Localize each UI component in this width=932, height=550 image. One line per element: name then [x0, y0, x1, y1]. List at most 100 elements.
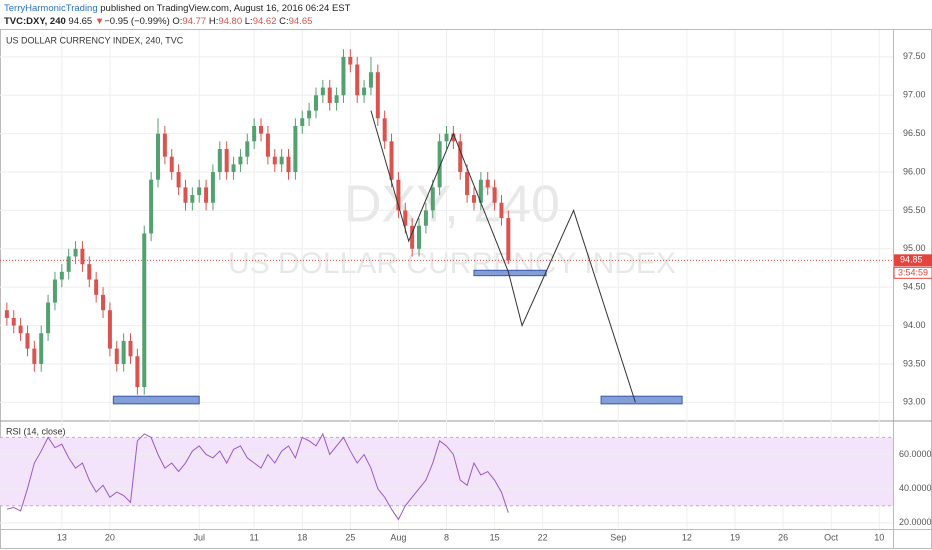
candle-body	[114, 348, 119, 364]
candle-body	[506, 218, 511, 261]
candle-body	[417, 225, 422, 249]
candle-body	[176, 172, 181, 188]
y-tick-label: 96.00	[903, 166, 926, 176]
candle-body	[437, 141, 442, 188]
candle-body	[403, 210, 408, 226]
x-tick-label: 13	[57, 532, 67, 542]
x-tick-label: Oct	[824, 532, 839, 542]
x-tick-label: 8	[444, 532, 449, 542]
candle-body	[327, 87, 332, 103]
candle-body	[25, 333, 30, 349]
candle-body	[471, 195, 476, 203]
arrow: ▼	[95, 16, 104, 27]
candle-body	[293, 125, 298, 173]
candle-body	[121, 340, 126, 364]
x-tick-label: Aug	[390, 532, 406, 542]
candle-body	[149, 179, 154, 234]
candle-body	[396, 179, 401, 211]
x-tick-label: 20	[105, 532, 115, 542]
watermark: DXY, 240	[344, 176, 560, 234]
candle-body	[389, 141, 394, 180]
y-tick-label: 94.00	[903, 320, 926, 330]
y-tick-label: 97.50	[903, 51, 926, 61]
y-tick-label: 96.50	[903, 128, 926, 138]
y-tick-label: 95.00	[903, 243, 926, 253]
candle-body	[451, 133, 456, 142]
candle-body	[348, 56, 353, 65]
candle-body	[375, 72, 380, 119]
candle-body	[66, 256, 71, 272]
x-tick-label: Jul	[193, 532, 205, 542]
candle-body	[252, 125, 257, 142]
candle-body	[46, 302, 51, 334]
x-tick-label: 12	[682, 532, 692, 542]
candle-body	[52, 279, 57, 303]
last-price-label: 94.85	[900, 255, 923, 265]
y-tick-label: 93.50	[903, 358, 926, 368]
candle-body	[430, 187, 435, 211]
candle-body	[204, 187, 209, 203]
candle-body	[4, 310, 9, 318]
x-tick-label: 25	[345, 532, 355, 542]
countdown: 3:54:59	[898, 268, 928, 278]
candle-body	[478, 179, 483, 203]
candle-body	[217, 148, 222, 173]
rsi-band	[0, 437, 893, 506]
candle-body	[272, 156, 277, 165]
candle-body	[39, 333, 44, 364]
candle-body	[265, 133, 270, 157]
candle-body	[18, 325, 23, 334]
candle-body	[341, 56, 346, 96]
candle-body	[73, 248, 78, 257]
candle-body	[300, 118, 305, 126]
x-tick-label: 15	[490, 532, 500, 542]
header-line1: TerryHarmonicTrading published on Tradin…	[4, 3, 351, 14]
x-tick-label: 26	[778, 532, 788, 542]
h-label: H:	[209, 16, 219, 27]
candle-body	[155, 133, 160, 180]
candle-body	[87, 264, 92, 280]
countdown-tag	[893, 266, 932, 279]
o-label: O:	[172, 16, 182, 27]
candle-body	[499, 202, 504, 219]
candle-body	[107, 310, 112, 349]
candle-body	[80, 248, 85, 265]
change: −0.95 (−0.99%)	[104, 16, 170, 27]
candle-body	[32, 348, 37, 364]
y-tick-label: 94.50	[903, 282, 926, 292]
zone	[600, 395, 683, 405]
rsi-tick-label: 40.0000	[899, 483, 932, 493]
author[interactable]: TerryHarmonicTrading	[4, 3, 98, 14]
candle-body	[210, 172, 215, 203]
candle-body	[94, 279, 99, 295]
rsi-tick-label: 20.0000	[899, 517, 932, 527]
candle-body	[313, 95, 318, 111]
candle-body	[485, 179, 490, 188]
h-value: 94.80	[218, 16, 242, 27]
candle-body	[135, 356, 140, 387]
candle-body	[286, 156, 291, 173]
x-tick-label: 22	[538, 532, 548, 542]
candle-body	[169, 156, 174, 173]
x-tick-label: 18	[297, 532, 307, 542]
x-tick-label: Sep	[610, 532, 626, 542]
y-tick-label: 97.00	[903, 90, 926, 100]
candle-body	[362, 87, 367, 96]
x-tick-label: 11	[249, 532, 258, 542]
candle-body	[128, 340, 133, 357]
candle-body	[245, 141, 250, 157]
symbol: TVC:DXY, 240	[4, 16, 66, 27]
candle-body	[197, 187, 202, 196]
c-value: 94.65	[289, 16, 313, 27]
x-tick-label: 19	[730, 532, 740, 542]
c-label: C:	[279, 16, 289, 27]
rsi-line	[6, 432, 509, 521]
rsi-title: RSI (14, close)	[6, 426, 66, 436]
candle-body	[444, 133, 449, 142]
header-line2: TVC:DXY, 240 94.65 ▼−0.95 (−0.99%) O:94.…	[4, 16, 312, 27]
l-value: 94.62	[253, 16, 277, 27]
last: 94.65	[68, 16, 92, 27]
o-value: 94.77	[182, 16, 206, 27]
candle-body	[355, 64, 360, 96]
